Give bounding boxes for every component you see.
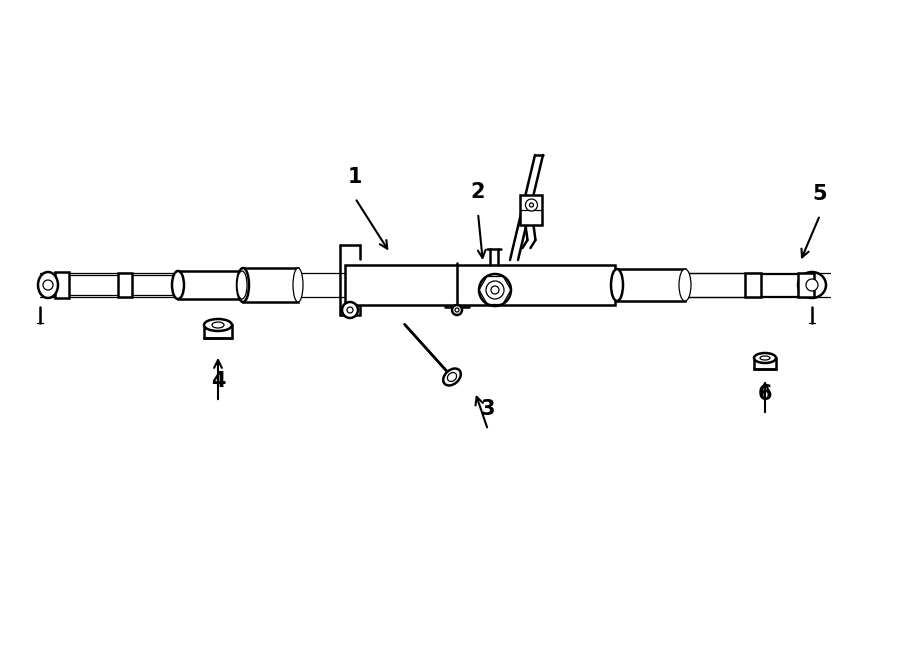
Ellipse shape (486, 281, 504, 299)
Text: 1: 1 (347, 167, 362, 187)
Ellipse shape (452, 305, 462, 315)
Ellipse shape (204, 319, 232, 331)
Ellipse shape (237, 271, 247, 299)
Ellipse shape (347, 307, 353, 313)
Ellipse shape (212, 322, 224, 328)
Text: 5: 5 (813, 184, 827, 204)
Ellipse shape (172, 271, 184, 299)
Ellipse shape (806, 279, 818, 291)
Text: 6: 6 (758, 384, 772, 404)
Bar (55, 272, 69, 298)
Ellipse shape (43, 280, 53, 290)
Ellipse shape (342, 302, 358, 318)
Ellipse shape (491, 286, 499, 294)
Bar (754, 358, 776, 369)
Text: 4: 4 (211, 371, 225, 391)
Bar (617, 269, 685, 301)
Ellipse shape (38, 272, 58, 298)
Bar (243, 268, 298, 302)
Bar (798, 273, 814, 297)
Bar (520, 195, 543, 225)
Ellipse shape (447, 373, 456, 381)
Ellipse shape (679, 269, 691, 301)
Ellipse shape (760, 356, 770, 360)
Ellipse shape (529, 203, 534, 207)
Ellipse shape (293, 268, 303, 302)
Ellipse shape (611, 269, 623, 301)
Ellipse shape (443, 369, 461, 385)
Text: 2: 2 (471, 182, 485, 202)
Ellipse shape (798, 272, 826, 298)
Bar (345, 265, 615, 305)
Ellipse shape (526, 199, 537, 211)
Ellipse shape (754, 353, 776, 363)
Bar (745, 273, 761, 297)
Ellipse shape (455, 308, 459, 312)
Text: 3: 3 (481, 399, 495, 419)
Bar (204, 325, 232, 338)
Bar (178, 271, 242, 299)
Ellipse shape (479, 274, 511, 306)
Ellipse shape (237, 268, 249, 302)
Bar (118, 273, 132, 297)
